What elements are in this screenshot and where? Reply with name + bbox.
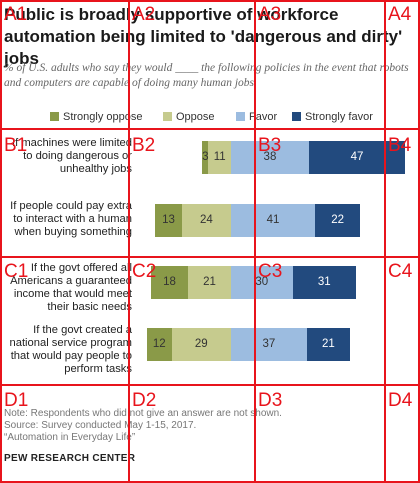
- bar-oppose: [187, 266, 231, 299]
- bar-strongly-oppose: [202, 141, 209, 174]
- legend-swatch: [50, 112, 59, 121]
- chart-subtitle: % of U.S. adults who say they would ____…: [4, 62, 409, 89]
- row-label: If the govt offered all Americans a guar…: [10, 262, 132, 313]
- chart-notes: Note: Respondents who did not give an an…: [4, 408, 416, 444]
- grid-cell-label: B2: [132, 135, 156, 156]
- legend-item-oppose: Oppose: [163, 111, 215, 123]
- bar-oppose: [181, 204, 231, 237]
- bar-favor: [231, 328, 307, 361]
- data-label: 18: [163, 276, 176, 288]
- bar-strongly-oppose: [146, 328, 172, 361]
- bar-strongly-favor: [308, 141, 406, 174]
- data-label: 13: [162, 214, 175, 226]
- legend-label: Oppose: [176, 111, 215, 123]
- legend-swatch: [236, 112, 245, 121]
- row-label: If machines were limited to doing danger…: [12, 137, 132, 175]
- report-title-text: “Automation in Everyday Life”: [4, 432, 136, 443]
- row-label: If the govt created a national service p…: [9, 324, 133, 375]
- brand-logo-text: PEW RESEARCH CENTER: [4, 453, 136, 464]
- data-label: 22: [331, 214, 344, 226]
- bar-strongly-oppose: [151, 266, 188, 299]
- bar-strongly-oppose: [155, 204, 182, 237]
- legend-swatch: [163, 112, 172, 121]
- legend-label: Favor: [249, 111, 278, 123]
- bar-strongly-favor: [306, 328, 350, 361]
- bar-oppose: [171, 328, 231, 361]
- data-label: 30: [255, 276, 269, 288]
- data-label: 3: [202, 151, 209, 163]
- data-label: 12: [152, 338, 166, 350]
- data-label: 21: [321, 338, 335, 350]
- data-label: 37: [262, 338, 276, 350]
- legend-label: Strongly oppose: [63, 111, 143, 123]
- bar-strongly-favor: [315, 204, 361, 237]
- note-text: Note: Respondents who did not give an an…: [4, 408, 282, 419]
- data-label: 31: [317, 276, 331, 288]
- source-text: Source: Survey conducted May 1-15, 2017.: [4, 420, 197, 431]
- grid-line-horizontal: [0, 128, 420, 130]
- bar-oppose: [208, 141, 231, 174]
- data-label: 29: [194, 338, 208, 350]
- data-label: 38: [263, 151, 277, 163]
- data-label: 21: [203, 276, 216, 288]
- legend-item-favor: Favor: [236, 111, 277, 123]
- bar-favor: [231, 204, 316, 237]
- grid-line-vertical: [0, 0, 2, 483]
- grid-line-horizontal: [0, 0, 420, 2]
- data-label: 47: [350, 151, 364, 163]
- legend-item-strongly-oppose: Strongly oppose: [50, 111, 143, 123]
- data-label: 11: [213, 151, 226, 163]
- grid-cell-label: C4: [388, 261, 413, 282]
- legend-label: Strongly favor: [305, 111, 373, 123]
- grid-line-horizontal: [0, 384, 420, 386]
- grid-line-horizontal: [0, 256, 420, 258]
- legend-item-strongly-favor: Strongly favor: [292, 111, 373, 123]
- bar-favor: [231, 266, 293, 299]
- data-label: 24: [199, 214, 213, 226]
- bar-strongly-favor: [292, 266, 357, 299]
- data-label: 41: [266, 214, 280, 226]
- legend-swatch: [292, 112, 301, 121]
- bar-favor: [231, 141, 309, 174]
- row-label: If people could pay extra to interact wi…: [10, 200, 132, 238]
